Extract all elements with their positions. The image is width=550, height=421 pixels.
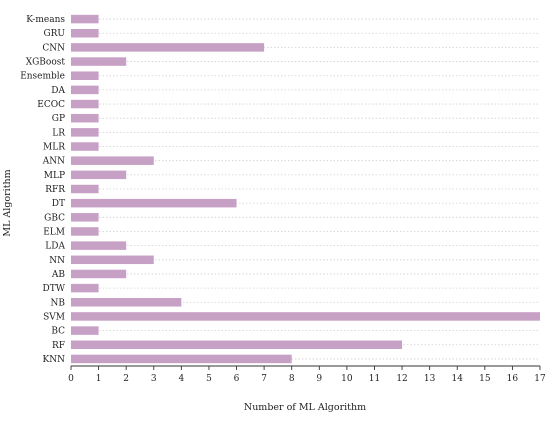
y-tick-label: ELM bbox=[43, 227, 65, 237]
x-tick-label: 12 bbox=[396, 374, 407, 384]
bar-lda bbox=[71, 241, 127, 250]
bar-ann bbox=[71, 156, 154, 165]
x-axis-title: Number of ML Algorithm bbox=[244, 402, 366, 413]
bar-xgboost bbox=[71, 57, 127, 66]
bar-gp bbox=[71, 113, 99, 123]
bar-mlr bbox=[71, 142, 99, 151]
x-tick-label: 3 bbox=[151, 374, 157, 384]
x-tick-label: 8 bbox=[289, 374, 295, 384]
y-tick-label: KNN bbox=[43, 355, 66, 365]
y-tick-label: LR bbox=[52, 128, 65, 138]
y-tick-label: LDA bbox=[45, 242, 65, 252]
y-axis-title: ML Algorithm bbox=[2, 169, 13, 236]
y-tick-label: GBC bbox=[44, 213, 65, 223]
bar-gbc bbox=[71, 213, 99, 222]
y-tick-label: GP bbox=[52, 114, 65, 124]
y-tick-label: XGBoost bbox=[26, 58, 66, 68]
bar-svm bbox=[71, 312, 540, 321]
bar-gru bbox=[71, 28, 99, 38]
bars bbox=[71, 14, 540, 364]
y-tick-label: AB bbox=[51, 270, 65, 280]
bar-knn bbox=[71, 354, 292, 364]
y-tick-label: MLP bbox=[44, 171, 65, 181]
y-tick-label: CNN bbox=[42, 43, 65, 53]
bar-ensemble bbox=[71, 71, 99, 80]
y-tick-label: RF bbox=[52, 341, 65, 351]
x-tick-label: 13 bbox=[424, 374, 436, 384]
y-tick-label: SVM bbox=[43, 312, 65, 322]
x-tick-label: 9 bbox=[316, 374, 322, 384]
y-tick-labels: K-means GRU CNN XGBoost Ensemble DA ECOC GP LR ML… bbox=[20, 15, 66, 365]
bar-da bbox=[71, 85, 99, 95]
bar-mlp bbox=[71, 170, 127, 180]
y-tick-label: BC bbox=[51, 327, 65, 337]
x-tick-label: 4 bbox=[178, 374, 184, 384]
bar-dt bbox=[71, 198, 237, 208]
y-tick-label: NB bbox=[51, 298, 66, 308]
x-tick-label: 0 bbox=[68, 374, 74, 384]
x-tick-label: 10 bbox=[341, 374, 353, 384]
bar-dtw bbox=[71, 283, 99, 293]
bar-cnn bbox=[71, 43, 265, 52]
bar-rf bbox=[71, 340, 403, 350]
grid-lines bbox=[71, 18, 540, 360]
bar-ecoc bbox=[71, 99, 99, 109]
bar-lr bbox=[71, 128, 99, 137]
x-tick-labels: 0 1 2 3 4 5 6 7 8 9 10 11 12 13 14 15 16 17 bbox=[68, 374, 546, 384]
bar-elm bbox=[71, 227, 99, 236]
bar-ab bbox=[71, 269, 127, 279]
x-tick-label: 15 bbox=[479, 374, 491, 384]
bar-k-means bbox=[71, 14, 99, 24]
x-tick-label: 11 bbox=[369, 374, 380, 384]
y-tick-label: GRU bbox=[43, 29, 65, 39]
y-tick-label: NN bbox=[49, 256, 65, 266]
y-tick-label: ANN bbox=[42, 157, 65, 167]
x-tick-label: 2 bbox=[123, 374, 129, 384]
y-tick-label: MLR bbox=[43, 143, 65, 153]
y-tick-label: DTW bbox=[43, 284, 66, 294]
x-axis bbox=[70, 365, 541, 370]
y-tick-label: DA bbox=[51, 86, 65, 96]
y-tick-label: K-means bbox=[26, 15, 65, 25]
y-tick-label: RFR bbox=[45, 185, 65, 195]
bar-bc bbox=[71, 326, 99, 335]
x-tick-label: 5 bbox=[206, 374, 212, 384]
bar-nn bbox=[71, 255, 154, 265]
x-tick-label: 6 bbox=[234, 374, 240, 384]
x-tick-label: 7 bbox=[261, 374, 267, 384]
y-tick-label: ECOC bbox=[37, 100, 65, 110]
y-tick-label: Ensemble bbox=[20, 72, 65, 82]
x-tick-label: 1 bbox=[96, 374, 102, 384]
x-tick-label: 16 bbox=[507, 374, 519, 384]
bar-rfr bbox=[71, 184, 99, 194]
x-tick-label: 17 bbox=[534, 374, 546, 384]
y-tick-label: DT bbox=[52, 199, 65, 209]
x-tick-label: 14 bbox=[452, 374, 464, 384]
bar-nb bbox=[71, 298, 182, 307]
